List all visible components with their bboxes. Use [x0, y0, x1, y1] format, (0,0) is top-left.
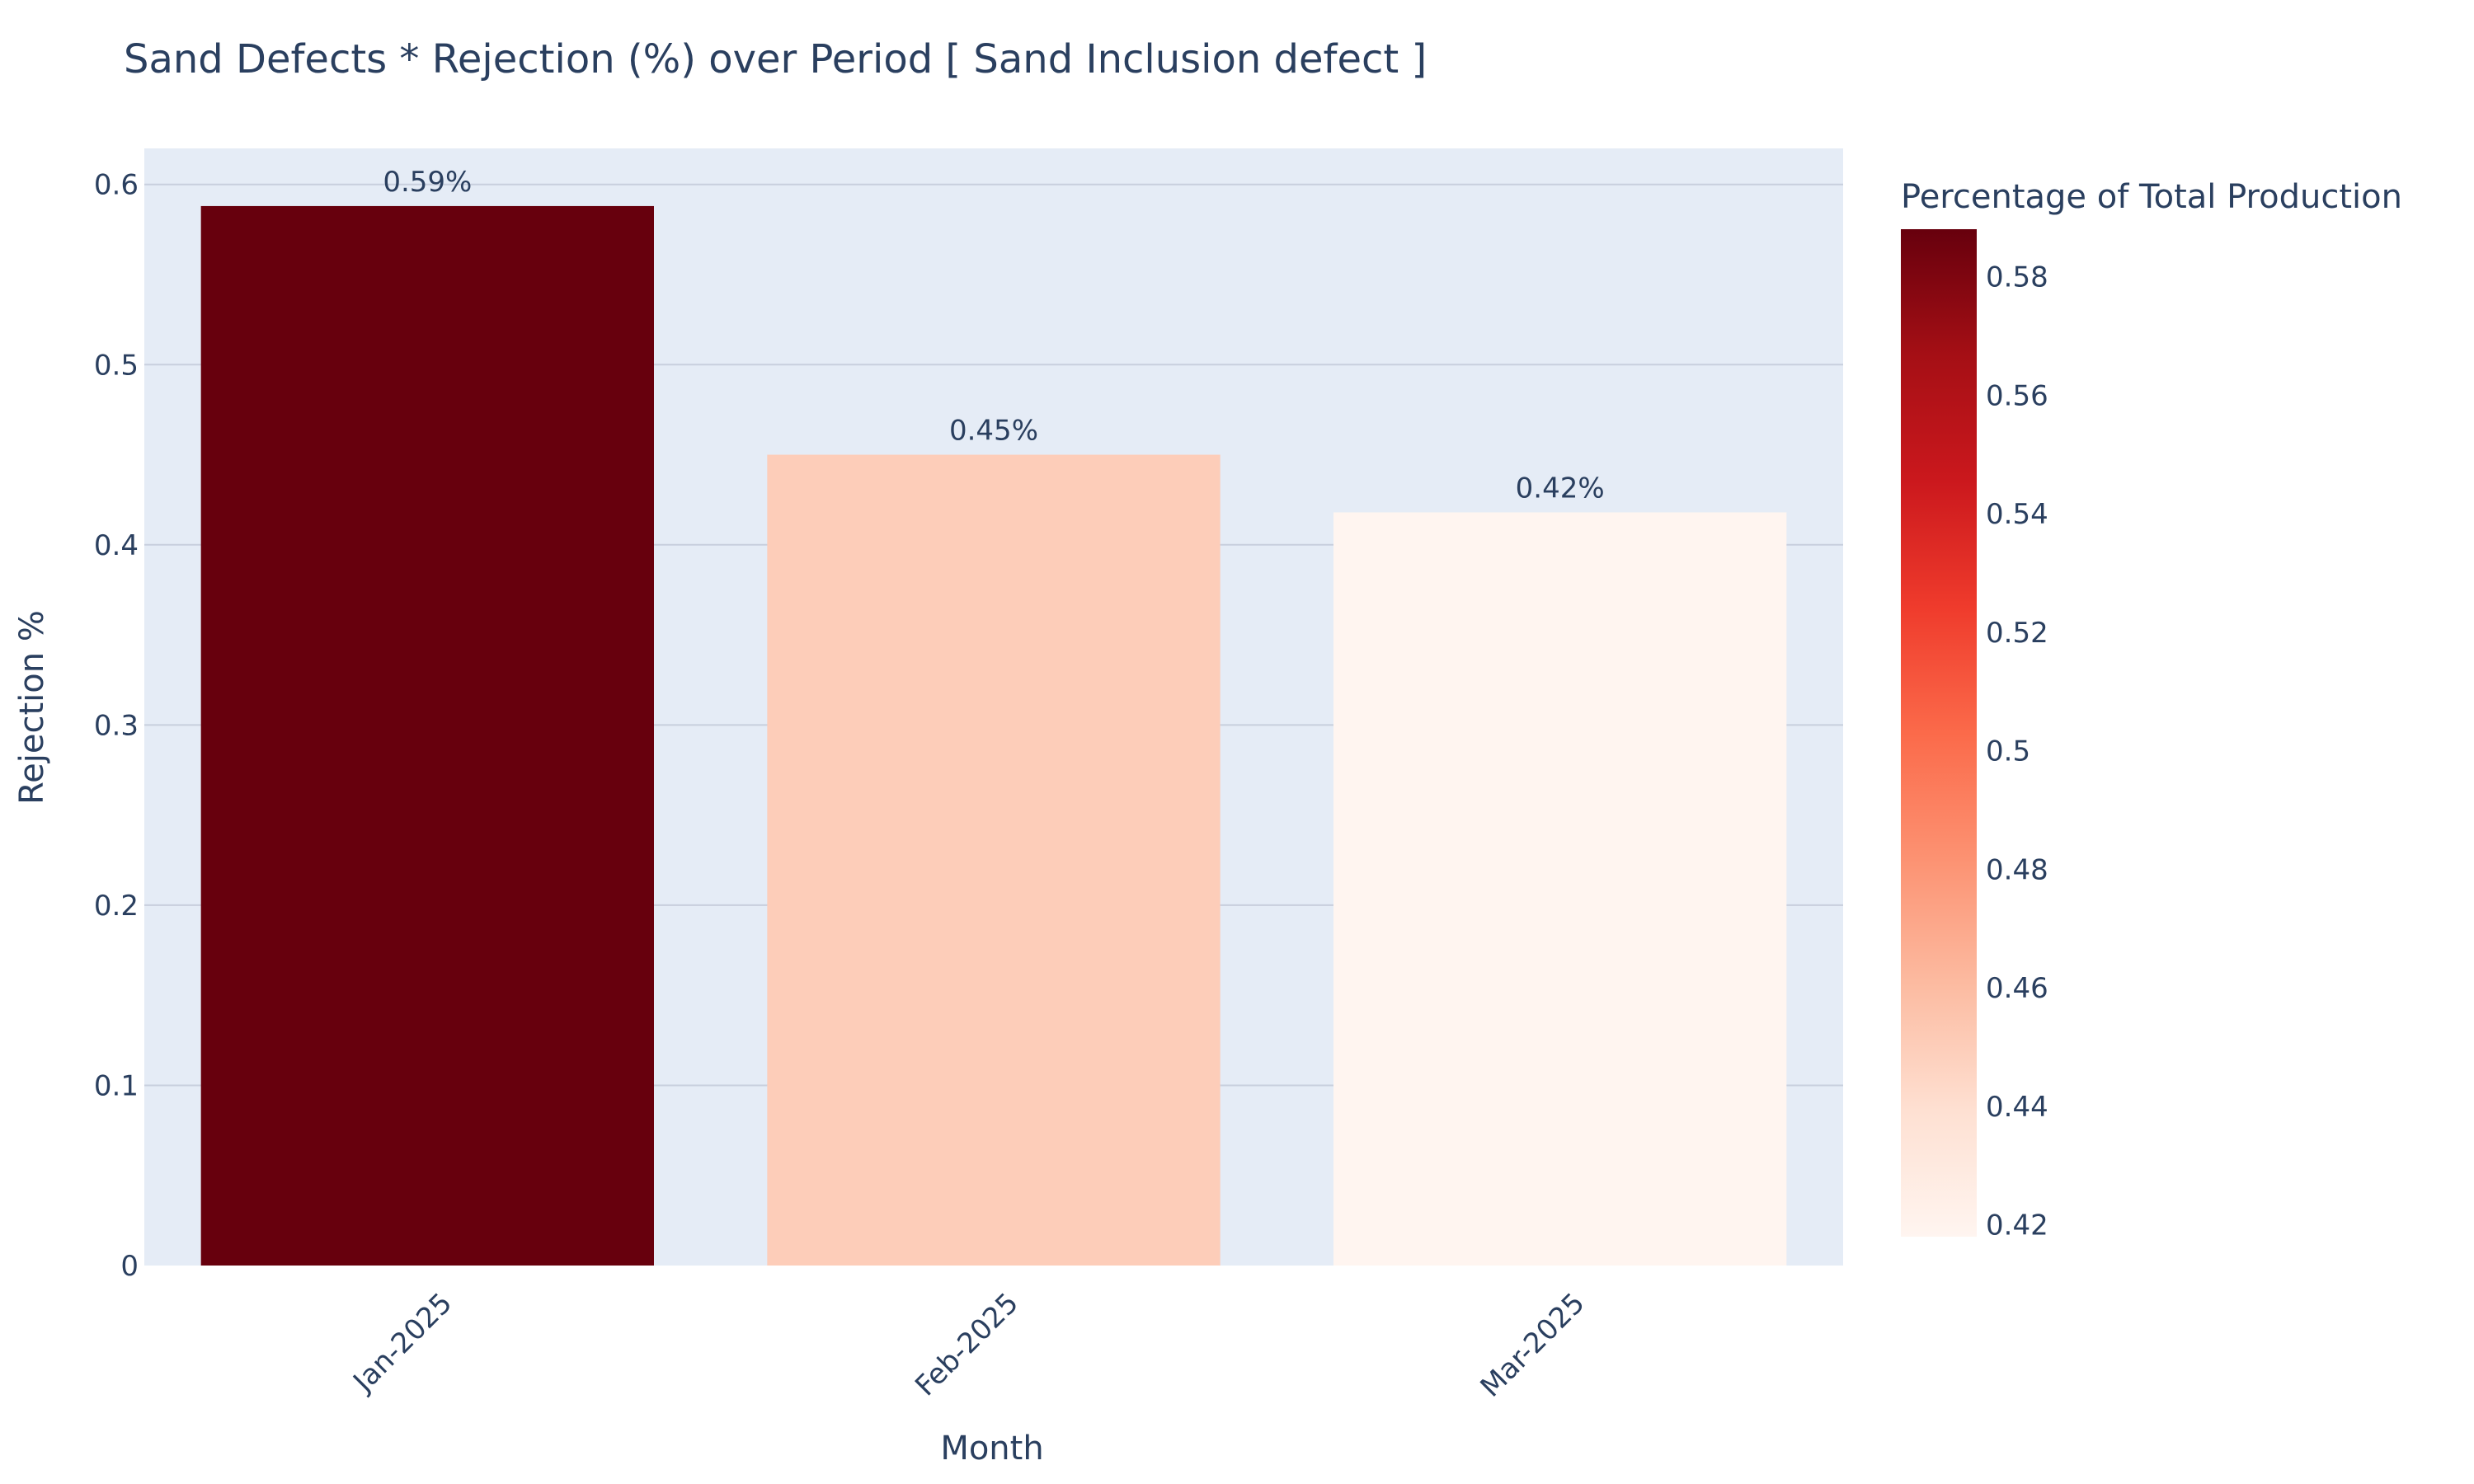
- y-tick-label: 0.5: [94, 349, 139, 382]
- colorbar-tick-label: 0.48: [1986, 853, 2048, 886]
- y-tick-label: 0.6: [94, 169, 139, 202]
- bar-mar-2025: [1333, 512, 1787, 1266]
- x-axis-title: Month: [940, 1430, 1043, 1468]
- bar-value-label: 0.42%: [1516, 472, 1605, 505]
- colorbar-tick-label: 0.5: [1986, 735, 2030, 768]
- chart-title: Sand Defects * Rejection (%) over Period…: [124, 36, 1427, 82]
- y-tick-label: 0: [120, 1250, 139, 1283]
- x-tick-label: Jan-2025: [346, 1287, 459, 1400]
- y-tick-label: 0.1: [94, 1069, 139, 1102]
- colorbar: [1901, 229, 1977, 1237]
- y-axis-title: Rejection %: [13, 610, 51, 805]
- bar-value-label: 0.45%: [949, 415, 1038, 448]
- x-tick-label: Mar-2025: [1475, 1287, 1592, 1404]
- colorbar-tick-label: 0.42: [1986, 1209, 2048, 1242]
- bar-feb-2025: [767, 454, 1221, 1266]
- x-axis-ticks: Jan-2025 Feb-2025 Mar-2025: [346, 1287, 1592, 1404]
- y-tick-label: 0.2: [94, 890, 139, 923]
- colorbar-tick-label: 0.58: [1986, 261, 2048, 294]
- colorbar-tick-label: 0.54: [1986, 498, 2048, 531]
- colorbar-tick-label: 0.46: [1986, 972, 2048, 1005]
- y-tick-label: 0.3: [94, 709, 139, 742]
- y-axis-ticks: 0 0.1 0.2 0.3 0.4 0.5 0.6: [94, 169, 139, 1283]
- bar-jan-2025: [200, 205, 654, 1266]
- colorbar-ticks: 0.42 0.44 0.46 0.48 0.5 0.52 0.54 0.56 0.58: [1986, 261, 2048, 1242]
- colorbar-tick-label: 0.44: [1986, 1091, 2048, 1124]
- bar-data-labels: 0.59% 0.45% 0.42%: [383, 166, 1604, 505]
- bar-value-label: 0.59%: [383, 166, 472, 199]
- bars: [200, 205, 1787, 1266]
- colorbar-title: Percentage of Total Production: [1901, 178, 2402, 216]
- colorbar-tick-label: 0.56: [1986, 379, 2048, 412]
- colorbar-tick-label: 0.52: [1986, 617, 2048, 650]
- y-tick-label: 0.4: [94, 529, 139, 562]
- x-tick-label: Feb-2025: [909, 1287, 1025, 1403]
